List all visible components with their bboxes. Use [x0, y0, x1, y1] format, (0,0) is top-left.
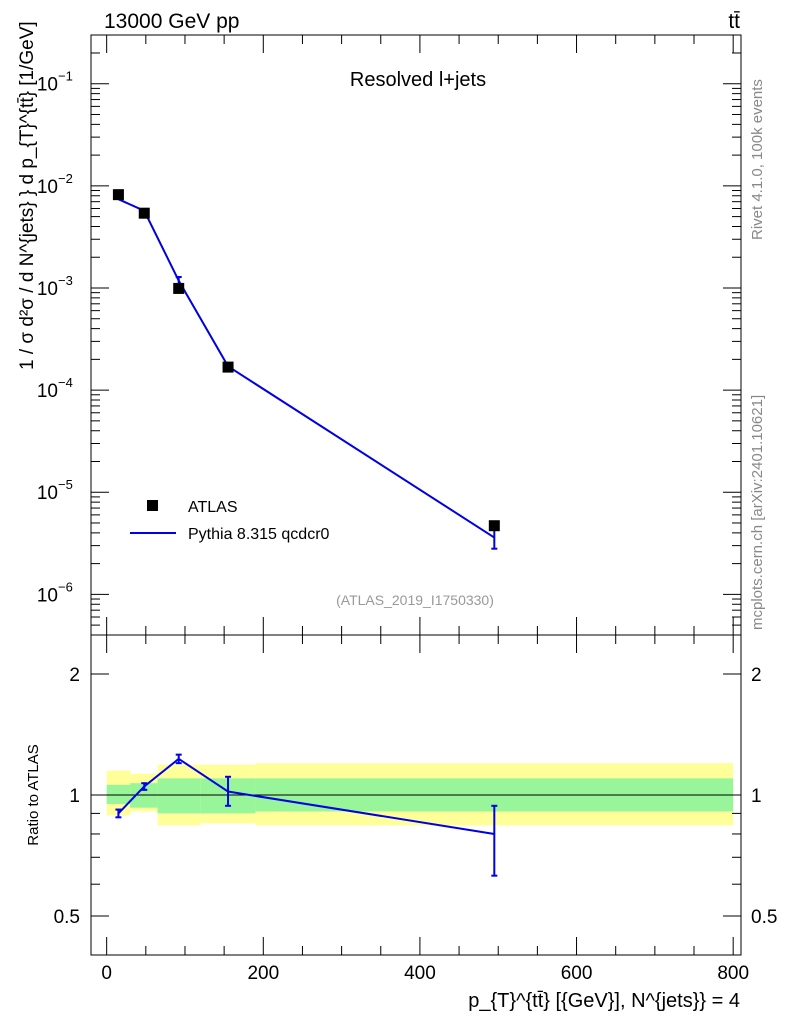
main-y-tick-label: 10 [37, 75, 58, 96]
main-marks [112, 189, 500, 550]
ratio-tick-labels: 0.5 0.5 1 1 2 2 0 200 400 600 800 [54, 665, 778, 984]
x-tick-label: 600 [561, 963, 593, 984]
main-plot-title: Resolved l+jets [350, 69, 486, 91]
main-frame [90, 34, 742, 636]
main-y-tick-exponent: −2 [58, 171, 73, 186]
legend-atlas-marker [147, 500, 158, 511]
ratio-panel: 0.5 0.5 1 1 2 2 0 200 400 600 800 Ratio to ATLAS p… [25, 634, 778, 1012]
x-tick-label: 0 [101, 963, 112, 984]
rivet-version-label: Rivet 4.1.0, 100k events [749, 79, 766, 240]
mcplots-source-label: mcplots.cern.ch [arXiv:2401.10621] [749, 395, 766, 630]
ratio-y-tick-label: 0.5 [54, 907, 80, 928]
x-tick-label: 800 [717, 963, 749, 984]
main-y-tick-label: 10 [37, 381, 58, 402]
main-y-tick-exponent: −1 [58, 69, 73, 84]
ratio-y-tick-label-right: 1 [751, 786, 762, 807]
main-y-tick-label: 10 [37, 177, 58, 198]
legend: ATLAS Pythia 8.315 qcdcr0 [130, 499, 330, 543]
x-tick-label: 200 [247, 963, 279, 984]
ratio-y-tick-label-right: 0.5 [751, 907, 777, 928]
main-y-tick-exponent: −4 [58, 375, 73, 390]
main-ticks [91, 35, 741, 636]
ratio-ticks [91, 635, 741, 955]
main-y-tick-exponent: −6 [58, 579, 73, 594]
ratio-inner-band [106, 784, 131, 804]
main-y-axis-label: 1 / σ d²σ / d N^{jets} } d p_{T}^{tt̄} [… [17, 21, 38, 370]
mc-line [118, 198, 495, 539]
main-y-tick-labels: 10−610−510−410−310−210−1 [37, 69, 73, 607]
x-tick-label: 400 [404, 963, 436, 984]
main-y-tick-label: 10 [37, 585, 58, 606]
ratio-y-tick-label: 2 [69, 665, 80, 686]
main-y-tick-exponent: −5 [58, 477, 73, 492]
ratio-y-tick-label-right: 2 [751, 665, 762, 686]
legend-atlas-label: ATLAS [188, 499, 238, 516]
analysis-id-label: (ATLAS_2019_I1750330) [336, 592, 494, 608]
main-panel: 10−610−510−410−310−210−1 Resolved l+jets… [17, 21, 742, 636]
ratio-marks [115, 753, 498, 877]
legend-pythia-label: Pythia 8.315 qcdcr0 [188, 526, 330, 543]
atlas-data-point [138, 207, 150, 219]
atlas-data-point [222, 361, 234, 373]
main-y-tick-label: 10 [37, 483, 58, 504]
process-label: tt̄ [728, 10, 740, 33]
atlas-data-point [488, 520, 500, 532]
x-axis-label: p_{T}^{tt̄} [{GeV}], N^{jets}} = 4 [468, 990, 740, 1012]
atlas-data-point [173, 282, 185, 294]
ratio-y-tick-label: 1 [69, 786, 80, 807]
main-y-tick-exponent: −3 [58, 273, 73, 288]
ratio-y-axis-label: Ratio to ATLAS [25, 744, 42, 845]
energy-label: 13000 GeV pp [104, 10, 239, 33]
main-y-tick-label: 10 [37, 279, 58, 300]
ratio-inner-band [157, 778, 201, 814]
atlas-data-point [112, 189, 124, 201]
